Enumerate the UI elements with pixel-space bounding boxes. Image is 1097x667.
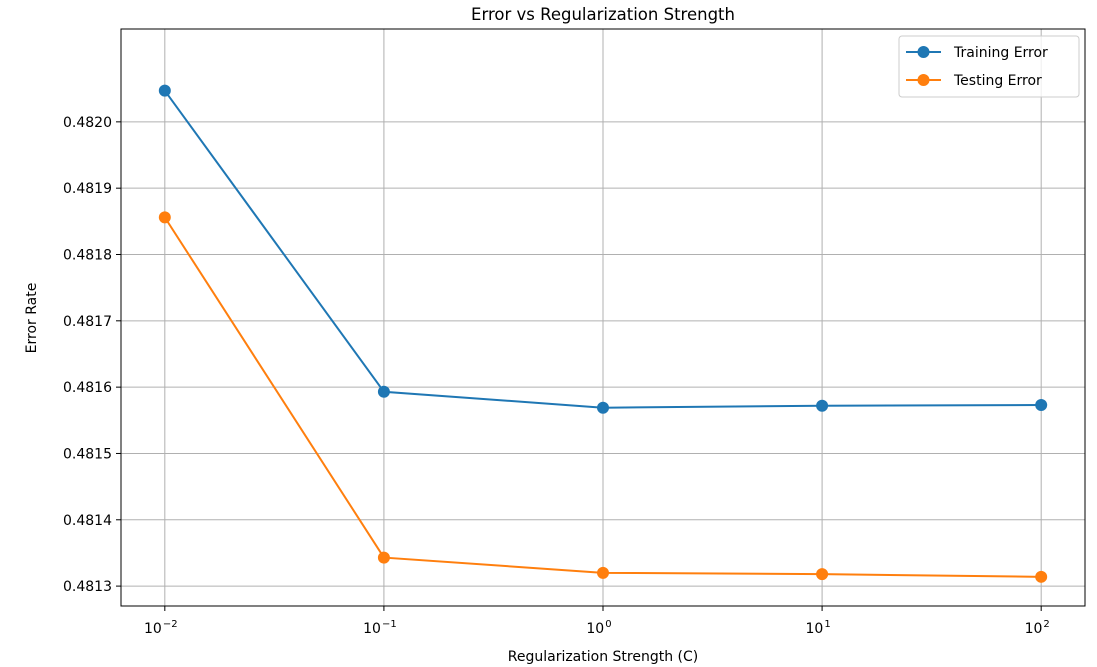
series-point-1 xyxy=(816,568,829,581)
y-axis-label: Error Rate xyxy=(24,283,40,354)
x-tick-label: 102 xyxy=(1025,619,1050,637)
grid xyxy=(121,29,1085,606)
series-point-1 xyxy=(377,551,390,564)
x-tick-label-exponent: 0 xyxy=(605,619,611,630)
y-tick-label: 0.4814 xyxy=(63,513,112,529)
series xyxy=(158,84,1048,583)
x-tick-label: 10−2 xyxy=(144,619,178,637)
y-tick-label: 0.4819 xyxy=(63,181,112,197)
x-tick-label-base: 10 xyxy=(586,621,604,637)
x-tick-label-exponent: −2 xyxy=(163,619,178,630)
series-point-0 xyxy=(597,401,609,414)
x-tick-label: 101 xyxy=(805,619,830,637)
x-tick-label-base: 10 xyxy=(1025,621,1043,637)
x-tick-label: 100 xyxy=(586,619,611,637)
series-point-0 xyxy=(1035,399,1048,412)
y-tick-label: 0.4813 xyxy=(63,579,112,595)
x-tick-label-exponent: −1 xyxy=(382,619,397,630)
legend-label-1: Testing Error xyxy=(953,73,1042,89)
x-axis-ticks: 10−2 10−1 100 101 102 xyxy=(144,606,1050,637)
series-point-1 xyxy=(158,211,171,224)
series-point-1 xyxy=(597,566,609,579)
y-tick-label: 0.4815 xyxy=(63,446,112,462)
series-point-0 xyxy=(158,84,171,97)
legend-box xyxy=(898,35,1080,98)
y-tick-label: 0.4818 xyxy=(63,247,112,263)
y-tick-label: 0.4817 xyxy=(63,314,112,330)
x-tick-label-exponent: 1 xyxy=(824,619,830,630)
y-tick-label: 0.4816 xyxy=(63,380,112,396)
chart-title: Error vs Regularization Strength xyxy=(471,5,735,24)
series-point-0 xyxy=(377,385,390,398)
x-tick-label-base: 10 xyxy=(144,621,162,637)
series-point-1 xyxy=(1035,570,1048,583)
x-axis-label: Regularization Strength (C) xyxy=(508,649,699,665)
series-point-0 xyxy=(816,399,829,412)
legend-marker-1 xyxy=(917,74,930,86)
y-axis-ticks: 0.4813 0.4814 0.4815 0.4816 0.4817 0.4818 0.48… xyxy=(63,115,121,595)
x-tick-label-exponent: 2 xyxy=(1043,619,1049,630)
legend-label-0: Training Error xyxy=(953,45,1048,61)
legend: Training Error Testing Error xyxy=(898,35,1080,98)
legend-marker-0 xyxy=(917,46,930,58)
x-tick-label: 10−1 xyxy=(363,619,397,637)
y-tick-label: 0.4820 xyxy=(63,115,112,131)
x-tick-label-base: 10 xyxy=(363,621,381,637)
x-tick-label-base: 10 xyxy=(805,621,823,637)
